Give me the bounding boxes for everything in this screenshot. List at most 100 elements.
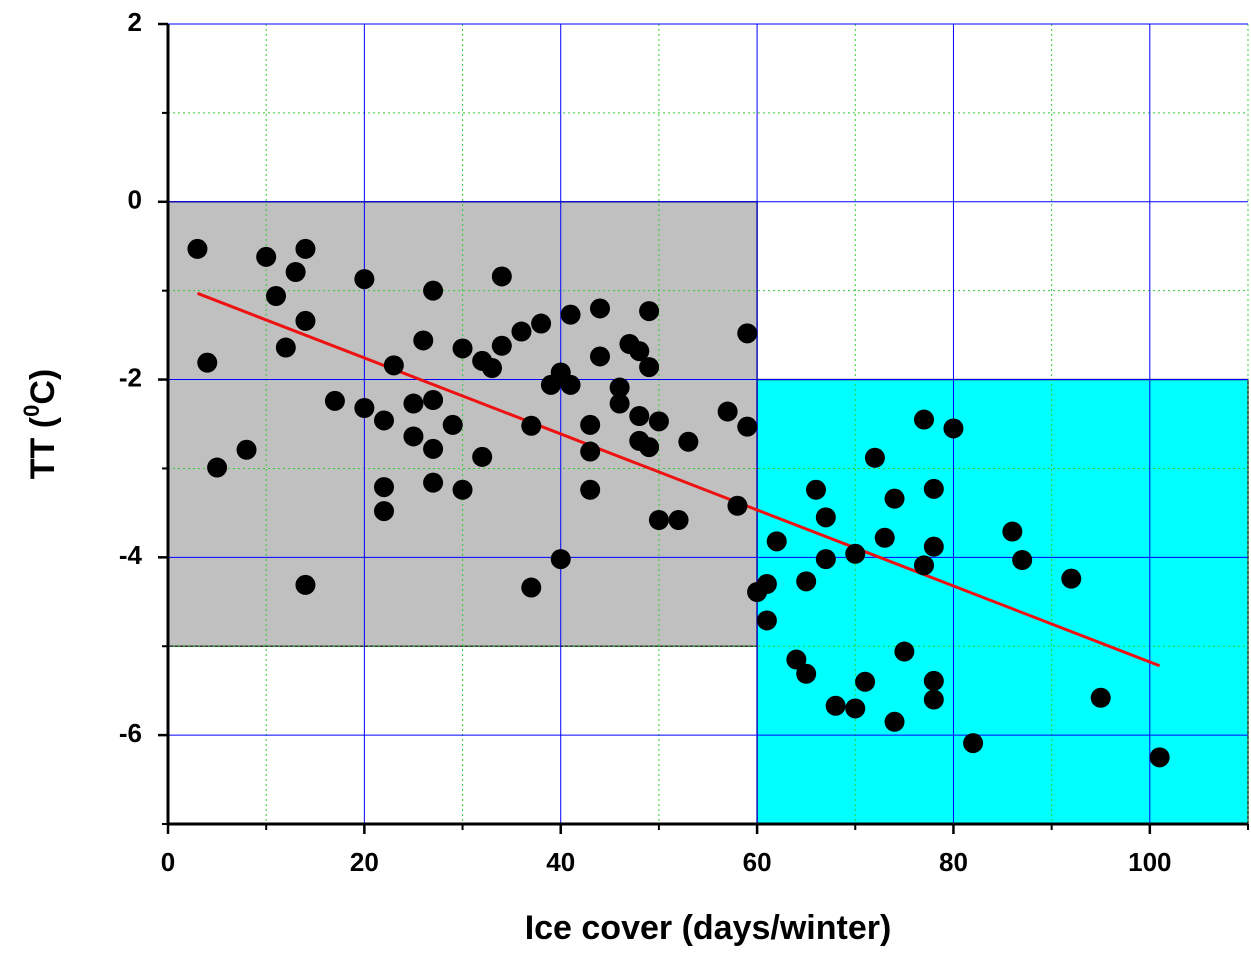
point: [560, 374, 581, 395]
point: [727, 495, 748, 516]
point: [256, 246, 277, 267]
point: [521, 577, 542, 598]
point: [914, 409, 934, 430]
y-tick-label: -2: [119, 362, 142, 392]
point: [295, 574, 316, 595]
point: [580, 414, 601, 435]
point: [560, 304, 581, 325]
point: [383, 355, 404, 376]
point: [295, 238, 316, 259]
point: [923, 478, 944, 499]
y-axis-title: TT (0C): [19, 369, 62, 479]
x-tick-label: 80: [939, 847, 968, 877]
point: [678, 431, 699, 452]
point: [609, 377, 630, 398]
point: [756, 574, 777, 594]
point: [423, 438, 444, 459]
point: [403, 426, 424, 447]
point: [639, 301, 660, 322]
point: [648, 510, 669, 530]
point: [796, 663, 817, 684]
point: [668, 510, 689, 530]
point: [550, 549, 571, 570]
point: [963, 733, 984, 754]
y-tick-label: -4: [119, 540, 143, 570]
point: [324, 390, 345, 411]
point: [580, 479, 601, 500]
point: [491, 335, 512, 356]
point: [413, 330, 434, 351]
point: [786, 649, 807, 670]
point: [943, 418, 964, 439]
point: [806, 479, 826, 500]
point: [266, 286, 286, 306]
point: [374, 501, 394, 522]
x-tick-label: 40: [546, 847, 575, 877]
point: [884, 488, 905, 509]
point: [825, 695, 846, 716]
point: [884, 711, 905, 732]
point: [864, 447, 885, 468]
y-tick-label: -6: [119, 718, 142, 748]
point: [295, 310, 316, 331]
point: [766, 531, 787, 552]
point: [197, 352, 218, 373]
point: [423, 280, 444, 301]
point: [531, 313, 552, 334]
point: [285, 262, 306, 282]
region: [756, 378, 1249, 825]
point: [629, 341, 650, 362]
point: [815, 549, 836, 570]
point: [845, 698, 866, 719]
point: [894, 641, 915, 662]
point: [423, 390, 444, 410]
y-title-part: C): [24, 369, 62, 405]
point: [472, 446, 493, 467]
y-title-sup: 0: [19, 405, 44, 417]
point: [639, 437, 660, 458]
point: [580, 441, 601, 462]
point: [756, 610, 777, 631]
point: [491, 266, 512, 287]
point: [737, 416, 758, 437]
point: [236, 439, 257, 460]
point: [815, 507, 836, 528]
point: [207, 457, 228, 478]
x-axis-title: Ice cover (days/winter): [525, 909, 892, 947]
point: [796, 571, 817, 592]
point: [1002, 521, 1023, 542]
point: [717, 401, 738, 422]
y-tick-label: 0: [128, 185, 142, 215]
point: [914, 555, 934, 576]
y-tick-label: 2: [128, 7, 142, 37]
point: [452, 479, 473, 500]
x-tick-label: 0: [161, 847, 175, 877]
point: [374, 410, 394, 431]
x-tick-label: 60: [743, 847, 772, 877]
point: [354, 269, 375, 290]
point: [923, 689, 944, 710]
point: [403, 393, 424, 414]
point: [354, 398, 375, 418]
point: [855, 671, 876, 692]
x-tick-label: 20: [350, 847, 379, 877]
point: [1149, 747, 1170, 768]
point: [609, 393, 630, 414]
point: [187, 238, 208, 259]
point: [923, 536, 944, 557]
point: [737, 323, 758, 344]
point: [590, 298, 610, 319]
point: [482, 358, 502, 378]
point: [639, 357, 660, 378]
point: [923, 670, 944, 691]
point: [1012, 550, 1033, 570]
point: [629, 406, 650, 426]
point: [423, 472, 444, 493]
point: [275, 337, 296, 358]
point: [1090, 687, 1111, 708]
point: [511, 321, 532, 342]
point: [874, 527, 895, 548]
x-tick-label: 100: [1128, 847, 1171, 877]
point: [452, 338, 473, 359]
